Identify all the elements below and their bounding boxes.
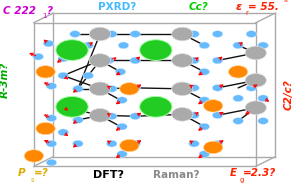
Circle shape xyxy=(58,72,69,79)
Circle shape xyxy=(118,42,129,49)
Circle shape xyxy=(233,118,243,124)
Text: P: P xyxy=(18,168,25,178)
Circle shape xyxy=(106,85,117,92)
Text: C2/c?: C2/c? xyxy=(284,79,294,110)
Circle shape xyxy=(212,84,223,91)
Text: C 222: C 222 xyxy=(3,6,36,16)
Circle shape xyxy=(246,31,257,37)
Circle shape xyxy=(245,46,266,60)
Circle shape xyxy=(73,117,83,123)
Circle shape xyxy=(70,31,80,37)
Circle shape xyxy=(46,140,57,147)
Circle shape xyxy=(203,100,223,112)
Circle shape xyxy=(89,27,111,41)
Text: DFT?: DFT? xyxy=(93,170,124,180)
Circle shape xyxy=(58,129,69,136)
Circle shape xyxy=(46,115,57,122)
Circle shape xyxy=(203,141,223,154)
Circle shape xyxy=(106,31,117,37)
Circle shape xyxy=(212,31,223,37)
Circle shape xyxy=(56,40,88,60)
Circle shape xyxy=(120,83,139,95)
Circle shape xyxy=(172,27,193,41)
Circle shape xyxy=(189,112,199,119)
Circle shape xyxy=(83,72,93,79)
Circle shape xyxy=(73,140,83,147)
Circle shape xyxy=(246,84,257,91)
Circle shape xyxy=(172,82,193,96)
Circle shape xyxy=(189,140,199,147)
Circle shape xyxy=(189,57,199,64)
Circle shape xyxy=(46,83,57,89)
Circle shape xyxy=(89,108,111,122)
Circle shape xyxy=(117,123,127,130)
Circle shape xyxy=(172,54,193,67)
Circle shape xyxy=(117,151,127,157)
Circle shape xyxy=(189,31,199,37)
Circle shape xyxy=(258,95,268,102)
Circle shape xyxy=(245,74,266,87)
Circle shape xyxy=(33,152,44,158)
Circle shape xyxy=(140,96,172,117)
Text: a: a xyxy=(284,0,288,3)
Circle shape xyxy=(130,31,141,37)
Circle shape xyxy=(103,57,114,64)
Circle shape xyxy=(233,42,243,49)
Circle shape xyxy=(199,123,210,130)
Text: =?: =? xyxy=(34,168,49,178)
Circle shape xyxy=(140,40,172,60)
Text: PXRD?: PXRD? xyxy=(98,2,137,12)
Circle shape xyxy=(106,140,117,147)
Text: 1: 1 xyxy=(43,13,47,19)
Text: ε: ε xyxy=(235,2,241,12)
Circle shape xyxy=(36,122,55,135)
Circle shape xyxy=(172,108,193,121)
Circle shape xyxy=(117,97,127,104)
Circle shape xyxy=(212,112,223,119)
Circle shape xyxy=(130,57,141,64)
Circle shape xyxy=(43,40,54,47)
Circle shape xyxy=(245,101,266,115)
Text: s: s xyxy=(31,177,34,183)
Circle shape xyxy=(73,85,83,92)
Circle shape xyxy=(83,42,93,49)
Circle shape xyxy=(212,140,223,147)
Circle shape xyxy=(58,55,69,62)
Circle shape xyxy=(246,107,257,114)
Text: Raman?: Raman? xyxy=(153,170,200,180)
Circle shape xyxy=(199,42,210,49)
Text: Cc?: Cc? xyxy=(188,2,208,12)
Circle shape xyxy=(189,84,199,91)
Circle shape xyxy=(130,84,141,91)
Circle shape xyxy=(120,139,139,152)
Circle shape xyxy=(58,103,69,110)
Circle shape xyxy=(199,97,210,104)
Circle shape xyxy=(228,66,248,78)
Circle shape xyxy=(130,113,141,120)
Circle shape xyxy=(199,151,210,157)
Circle shape xyxy=(46,159,57,166)
Circle shape xyxy=(24,150,44,162)
Circle shape xyxy=(130,140,141,147)
Text: g: g xyxy=(240,177,244,183)
Circle shape xyxy=(106,113,117,120)
Text: ?: ? xyxy=(47,6,53,16)
Circle shape xyxy=(258,42,268,49)
Circle shape xyxy=(115,68,126,75)
Circle shape xyxy=(36,66,55,78)
Circle shape xyxy=(258,118,268,124)
Text: E: E xyxy=(229,168,236,178)
Text: R-3m?: R-3m? xyxy=(0,61,9,98)
Circle shape xyxy=(199,68,210,75)
Text: = 55.: = 55. xyxy=(248,2,279,12)
Circle shape xyxy=(89,82,111,96)
Circle shape xyxy=(233,95,243,102)
Text: =2.3?: =2.3? xyxy=(243,168,276,178)
Circle shape xyxy=(212,57,223,64)
Text: r: r xyxy=(245,10,248,16)
Circle shape xyxy=(33,53,44,60)
Circle shape xyxy=(56,96,88,117)
Circle shape xyxy=(89,54,111,67)
